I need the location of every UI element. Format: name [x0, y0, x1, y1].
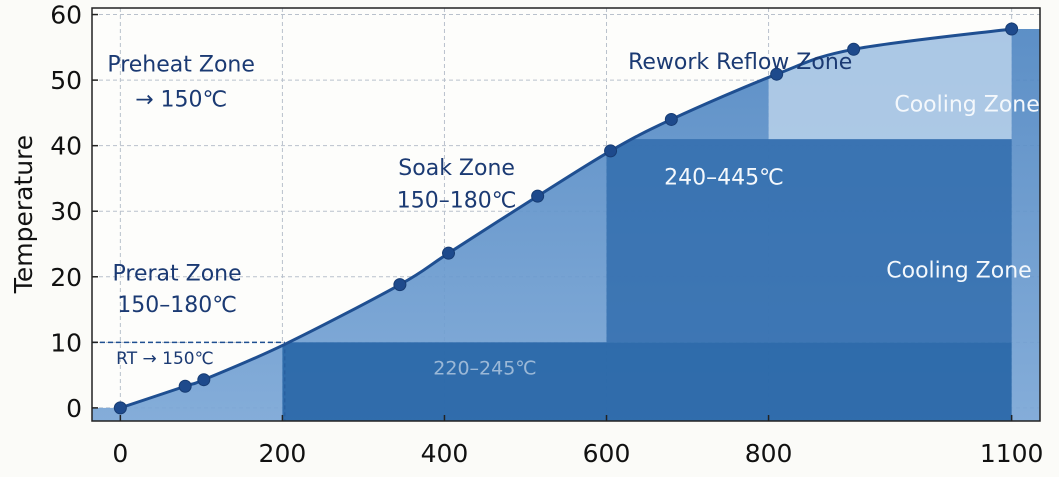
data-point — [664, 112, 678, 126]
y-tick-label: 10 — [50, 328, 82, 357]
data-point — [442, 246, 456, 260]
data-point — [113, 401, 127, 415]
x-tick-label: 0 — [112, 439, 128, 468]
data-point — [197, 373, 211, 387]
y-tick-label: 60 — [50, 1, 82, 30]
zone-band — [606, 139, 1012, 343]
y-tick-label: 30 — [50, 197, 82, 226]
x-tick-label: 800 — [745, 439, 793, 468]
annotation-soak: 150–180℃ — [397, 188, 517, 213]
annotation-range2: 220–245℃ — [433, 357, 536, 379]
annotation-rework: Rework Reflow Zone — [628, 50, 852, 75]
data-point — [531, 189, 545, 203]
annotation-preheat1: → 150℃ — [135, 87, 227, 112]
annotation-preheat2: 150–180℃ — [117, 293, 237, 318]
annotation-cooling2: Cooling Zone — [886, 258, 1031, 283]
data-point — [393, 278, 407, 292]
annotation-preheat1: Preheat Zone — [107, 53, 255, 78]
x-tick-label: 1100 — [980, 439, 1044, 468]
data-point — [604, 144, 618, 158]
annotation-cooling1: Cooling Zone — [894, 93, 1039, 118]
y-tick-label: 50 — [50, 66, 82, 95]
annotation-preheat2: Prerat Zone — [113, 262, 242, 287]
data-point — [770, 67, 784, 81]
annotation-soak: Soak Zone — [398, 156, 515, 181]
y-axis-title: Temperature — [9, 135, 38, 294]
data-point — [847, 42, 861, 56]
annotation-range1: 240–445℃ — [664, 165, 784, 190]
annotation-rt: RT → 150℃ — [116, 349, 214, 369]
y-tick-label: 40 — [50, 132, 82, 161]
x-tick-label: 600 — [583, 439, 631, 468]
plot-frame — [91, 7, 1041, 422]
x-tick-label: 200 — [259, 439, 307, 468]
marker-layer — [113, 22, 1019, 415]
y-tick-label: 0 — [66, 394, 82, 423]
annotation-layer: Preheat Zone → 150℃ Rework Reflow Zone Soak… — [107, 50, 1039, 379]
y-tick-label: 20 — [50, 263, 82, 292]
data-point — [1005, 22, 1019, 36]
data-point — [178, 379, 192, 393]
band-layer — [282, 28, 1012, 421]
x-tick-label: 400 — [421, 439, 469, 468]
tick-layer: 0 200 400 600 800 1100 0 10 20 30 40 50 60 — [50, 1, 1043, 468]
zone-band — [282, 342, 1012, 421]
